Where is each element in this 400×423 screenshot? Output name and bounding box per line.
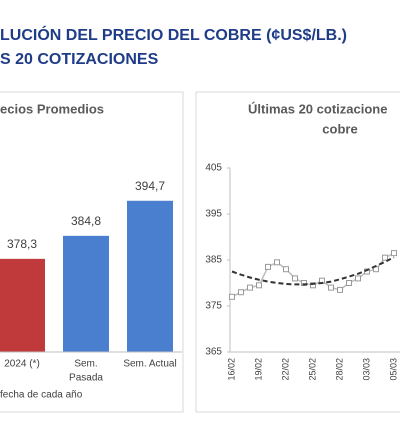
left-frame [0, 91, 184, 413]
y-tick-label: 375 [205, 301, 222, 312]
point [310, 282, 316, 289]
x-tick-label: 19/02 [253, 358, 263, 381]
point [382, 254, 388, 261]
bar-title: ecios Promedios [0, 101, 104, 116]
point [337, 286, 343, 293]
x-tick-label: 16/02 [226, 358, 236, 381]
x-tick-label: 28/02 [334, 358, 344, 381]
point [328, 284, 334, 291]
bar [0, 258, 45, 352]
y-tick-label: 365 [205, 347, 222, 358]
footnote: fecha de cada año [0, 390, 83, 401]
category-label: Sem. Actual [123, 359, 176, 370]
point [283, 266, 289, 273]
point [364, 268, 370, 275]
right-frame [195, 91, 400, 413]
y-tick-label: 395 [205, 209, 222, 220]
x-tick-label: 25/02 [307, 358, 317, 381]
point [238, 289, 244, 296]
category-label: Pasada [69, 373, 103, 384]
point [265, 263, 271, 270]
bar [127, 200, 173, 352]
heading-line1: LUCIÓN DEL PRECIO DEL COBRE (¢US$/LB.) [0, 25, 347, 44]
x-tick-label: 03/03 [361, 358, 371, 381]
x-tick-label: 22/02 [280, 358, 290, 381]
y-tick-label: 405 [205, 163, 222, 174]
point [229, 293, 235, 300]
point [274, 259, 280, 266]
point [301, 280, 307, 286]
bar [63, 235, 109, 352]
point [256, 282, 262, 289]
point [355, 275, 361, 282]
series-line [231, 252, 395, 298]
value-label: 378,3 [7, 237, 37, 251]
line-title-1: Últimas 20 cotizacione [248, 101, 387, 116]
point [346, 280, 352, 286]
y-tick-label: 385 [205, 255, 222, 266]
value-label: 384,8 [71, 214, 101, 228]
trend-line [231, 256, 395, 286]
point [292, 275, 298, 282]
value-label: 394,7 [135, 179, 165, 193]
x-tick-label: 05/03 [388, 358, 398, 381]
line-title-2: cobre [322, 121, 357, 136]
point [391, 250, 397, 257]
heading-line2: S 20 COTIZACIONES [0, 51, 159, 68]
category-label: 2024 (*) [4, 359, 40, 370]
category-label: Sem. [74, 359, 97, 370]
point [247, 284, 253, 291]
